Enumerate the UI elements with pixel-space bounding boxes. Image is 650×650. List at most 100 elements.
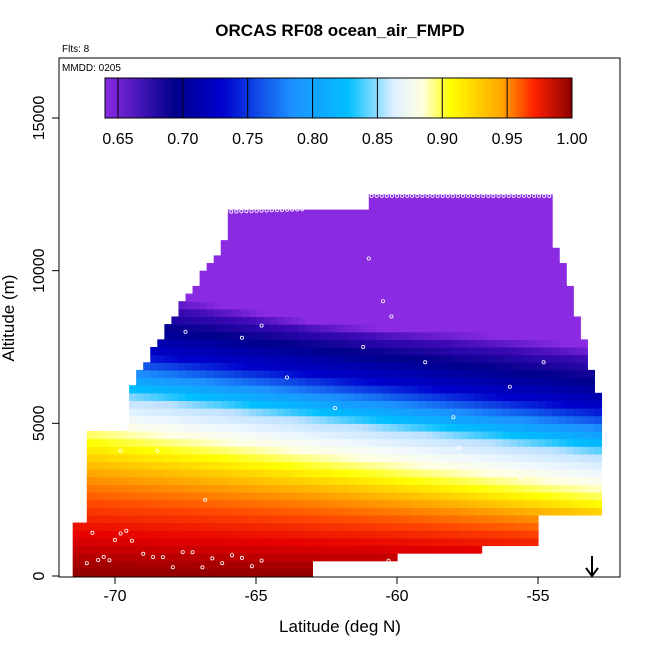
heat-cell — [312, 477, 320, 485]
heat-cell — [334, 469, 342, 477]
heat-cell — [404, 217, 412, 225]
heat-cell — [207, 309, 215, 317]
heat-cell — [545, 469, 553, 477]
heat-cell — [376, 400, 384, 408]
heat-cell — [348, 324, 356, 332]
heat-cell — [242, 530, 250, 538]
heat-cell — [559, 454, 567, 462]
track-point — [199, 211, 202, 214]
heat-cell — [334, 233, 342, 241]
heat-cell — [432, 469, 440, 477]
heat-cell — [143, 530, 151, 538]
heat-cell — [263, 538, 271, 546]
heat-cell — [334, 500, 342, 508]
heat-cell — [334, 400, 342, 408]
heat-cell — [186, 568, 194, 576]
heat-cell — [587, 507, 595, 515]
heat-cell — [214, 515, 222, 523]
heat-cell — [510, 233, 518, 241]
heat-cell — [390, 294, 398, 302]
heat-cell — [291, 393, 299, 401]
heat-cell — [305, 309, 313, 317]
heat-cell — [87, 462, 95, 470]
heat-cell — [446, 477, 454, 485]
heat-cell — [545, 439, 553, 447]
heat-cell — [503, 301, 511, 309]
heat-cell — [235, 439, 243, 447]
heat-cell — [235, 301, 243, 309]
heat-cell — [552, 263, 560, 271]
heat-cell — [284, 462, 292, 470]
heat-cell — [249, 278, 257, 286]
heat-cell — [489, 286, 497, 294]
heat-cell — [186, 523, 194, 531]
heat-cell — [348, 400, 356, 408]
heat-cell — [235, 500, 243, 508]
heat-cell — [362, 553, 370, 561]
heat-cell — [503, 271, 511, 279]
heat-cell — [362, 339, 370, 347]
heat-cell — [129, 500, 137, 508]
heat-cell — [432, 408, 440, 416]
heat-cell — [214, 454, 222, 462]
heat-cell — [482, 286, 490, 294]
heat-cell — [510, 210, 518, 218]
heat-cell — [404, 446, 412, 454]
heat-cell — [171, 515, 179, 523]
heat-cell — [305, 568, 313, 576]
heat-cell — [383, 393, 391, 401]
heat-cell — [369, 278, 377, 286]
heat-cell — [524, 477, 532, 485]
heat-cell — [376, 378, 384, 386]
heat-cell — [341, 439, 349, 447]
heat-cell — [531, 347, 539, 355]
y-axis: 050001000015000 — [31, 96, 59, 581]
heat-cell — [524, 362, 532, 370]
heat-cell — [482, 271, 490, 279]
heat-cell — [101, 515, 109, 523]
heat-cell — [94, 538, 102, 546]
heat-cell — [510, 507, 518, 515]
heat-cell — [587, 492, 595, 500]
heat-cell — [298, 255, 306, 263]
heat-cell — [425, 408, 433, 416]
heat-cell — [489, 316, 497, 324]
heat-cell — [531, 286, 539, 294]
heat-cell — [256, 362, 264, 370]
heat-cell — [517, 408, 525, 416]
heat-cell — [242, 271, 250, 279]
heat-cell — [573, 355, 581, 363]
heat-cell — [101, 477, 109, 485]
x-tick-label: -60 — [385, 588, 408, 605]
heat-cell — [404, 500, 412, 508]
heat-cell — [559, 362, 567, 370]
heat-cell — [383, 225, 391, 233]
heat-cell — [531, 530, 539, 538]
heat-cell — [594, 393, 602, 401]
heat-cell — [496, 339, 504, 347]
heat-cell — [207, 271, 215, 279]
heat-cell — [115, 523, 123, 531]
heat-cell — [383, 515, 391, 523]
heat-cell — [404, 271, 412, 279]
heat-cell — [517, 423, 525, 431]
heat-cell — [383, 538, 391, 546]
heat-cell — [594, 423, 602, 431]
heat-cell — [157, 462, 165, 470]
heat-cell — [390, 370, 398, 378]
colorbar-tick-label: 0.75 — [232, 131, 263, 148]
heat-cell — [312, 378, 320, 386]
heat-cell — [150, 423, 158, 431]
heat-cell — [559, 347, 567, 355]
heat-cell — [425, 500, 433, 508]
heat-cell — [468, 278, 476, 286]
heat-cell — [327, 400, 335, 408]
heat-cell — [475, 408, 483, 416]
heat-cell — [432, 378, 440, 386]
heat-cell — [284, 339, 292, 347]
heat-cell — [404, 210, 412, 218]
heat-cell — [468, 477, 476, 485]
heat-cell — [573, 500, 581, 508]
heat-cell — [305, 271, 313, 279]
y-tick-label: 0 — [31, 571, 48, 580]
